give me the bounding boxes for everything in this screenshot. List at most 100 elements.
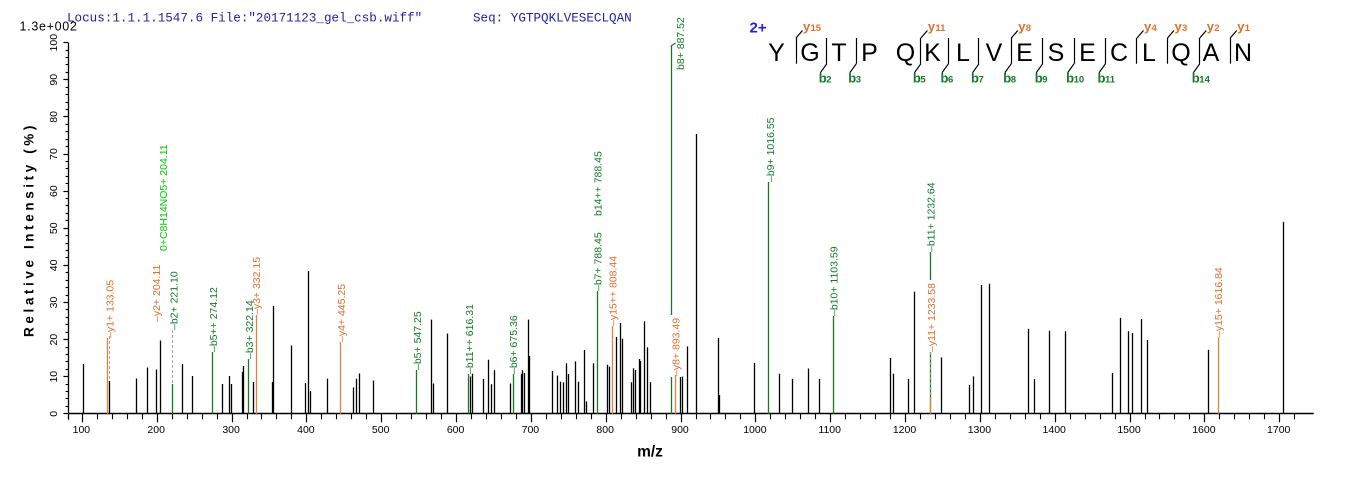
- svg-text:G: G: [800, 39, 819, 67]
- svg-text:E: E: [1079, 39, 1096, 67]
- svg-text:S: S: [1048, 39, 1065, 67]
- svg-text:C: C: [1110, 39, 1128, 67]
- svg-text:b: b: [1003, 71, 1011, 86]
- svg-text:–y15++ 808.44: –y15++ 808.44: [608, 256, 620, 326]
- svg-text:0: 0: [48, 411, 60, 417]
- svg-text:–y11+ 1233.58: –y11+ 1233.58: [926, 283, 938, 352]
- svg-text:–b5++ 274.12: –b5++ 274.12: [208, 287, 220, 352]
- svg-text:Q: Q: [896, 39, 915, 67]
- svg-text:b: b: [971, 71, 979, 86]
- svg-text:–b3+ 322.14: –b3+ 322.14: [244, 300, 256, 359]
- svg-text:1100: 1100: [818, 424, 841, 436]
- svg-text:100: 100: [48, 34, 60, 52]
- svg-text:1300: 1300: [968, 424, 992, 436]
- svg-text:–y15+ 1616.84: –y15+ 1616.84: [1213, 267, 1225, 337]
- svg-text:–y4+ 445.25: –y4+ 445.25: [336, 284, 348, 342]
- svg-text:b8+ 887.52: b8+ 887.52: [675, 17, 687, 70]
- svg-text:2: 2: [1214, 23, 1219, 34]
- svg-text:10: 10: [1074, 75, 1085, 86]
- svg-text:–b5+ 547.25: –b5+ 547.25: [412, 311, 424, 370]
- svg-text:1600: 1600: [1192, 424, 1216, 436]
- svg-text:0+C8H14NO5+ 204.11: 0+C8H14NO5+ 204.11: [158, 144, 170, 251]
- svg-text:100: 100: [73, 424, 91, 436]
- svg-text:L: L: [1142, 39, 1156, 67]
- svg-text:2+: 2+: [750, 19, 767, 36]
- svg-text:–y8+ 893.49: –y8+ 893.49: [671, 318, 683, 376]
- svg-text:b: b: [913, 71, 921, 86]
- svg-text:K: K: [924, 39, 941, 67]
- svg-text:80: 80: [48, 111, 60, 123]
- svg-text:9: 9: [1042, 75, 1047, 86]
- svg-text:300: 300: [222, 424, 240, 436]
- svg-text:600: 600: [447, 424, 465, 436]
- svg-text:–y2+ 204.11: –y2+ 204.11: [151, 265, 163, 322]
- svg-text:20: 20: [48, 334, 60, 346]
- svg-text:–b2+ 221.10: –b2+ 221.10: [169, 271, 181, 330]
- svg-text:1500: 1500: [1117, 424, 1141, 436]
- svg-text:11: 11: [1105, 75, 1116, 86]
- svg-text:N: N: [1234, 39, 1252, 67]
- svg-text:90: 90: [48, 74, 60, 86]
- svg-text:7: 7: [979, 75, 984, 86]
- svg-text:P: P: [861, 39, 878, 67]
- svg-text:1700: 1700: [1267, 424, 1291, 436]
- svg-text:800: 800: [596, 424, 614, 436]
- svg-text:40: 40: [48, 259, 60, 271]
- svg-text:Q: Q: [1171, 39, 1190, 67]
- svg-text:–b11+ 1232.64: –b11+ 1232.64: [925, 182, 937, 252]
- svg-text:14: 14: [1199, 75, 1210, 86]
- svg-text:10: 10: [48, 371, 60, 383]
- svg-text:b: b: [1192, 71, 1200, 86]
- svg-text:b14++ 788.45: b14++ 788.45: [592, 151, 604, 216]
- svg-text:b: b: [1035, 71, 1043, 86]
- svg-text:–b11++ 616.31: –b11++ 616.31: [464, 304, 476, 374]
- svg-text:8: 8: [1026, 23, 1031, 34]
- svg-text:Y: Y: [768, 39, 785, 67]
- svg-text:3: 3: [856, 75, 861, 86]
- svg-text:b: b: [1098, 71, 1106, 86]
- svg-text:11: 11: [935, 23, 946, 34]
- svg-text:y: y: [1237, 19, 1245, 34]
- svg-text:y: y: [1207, 19, 1215, 34]
- svg-text:4: 4: [1152, 23, 1158, 34]
- svg-text:30: 30: [48, 297, 60, 309]
- svg-text:m/z: m/z: [637, 444, 663, 461]
- svg-text:6: 6: [948, 75, 953, 86]
- svg-text:T: T: [831, 39, 846, 67]
- svg-text:1200: 1200: [893, 424, 917, 436]
- svg-text:900: 900: [671, 424, 689, 436]
- svg-text:60: 60: [48, 185, 60, 197]
- svg-text:E: E: [1016, 39, 1033, 67]
- svg-text:b: b: [941, 71, 949, 86]
- svg-text:200: 200: [147, 424, 165, 436]
- svg-text:y: y: [1144, 19, 1152, 34]
- svg-text:1.3e+002: 1.3e+002: [20, 20, 78, 34]
- svg-text:–b9+ 1016.55: –b9+ 1016.55: [765, 117, 777, 182]
- svg-text:–b6+ 675.36: –b6+ 675.36: [508, 315, 520, 374]
- svg-text:70: 70: [48, 148, 60, 160]
- svg-text:y: y: [1018, 19, 1026, 34]
- svg-text:1000: 1000: [743, 424, 767, 436]
- svg-text:–y3+ 332.15: –y3+ 332.15: [251, 257, 263, 315]
- svg-text:A: A: [1203, 39, 1220, 67]
- svg-text:1: 1: [1245, 23, 1251, 34]
- svg-text:y: y: [803, 19, 811, 34]
- svg-text:–b10+ 1103.59: –b10+ 1103.59: [828, 246, 840, 316]
- svg-text:3: 3: [1182, 23, 1187, 34]
- svg-text:1400: 1400: [1043, 424, 1067, 436]
- svg-text:–y1+ 133.05: –y1+ 133.05: [105, 280, 117, 338]
- svg-text:Seq: YGTPQKLVESECLQAN: Seq: YGTPQKLVESECLQAN: [473, 12, 632, 26]
- svg-text:b: b: [1066, 71, 1074, 86]
- svg-text:8: 8: [1011, 75, 1016, 86]
- svg-text:b: b: [819, 71, 827, 86]
- svg-text:50: 50: [48, 222, 60, 234]
- svg-text:700: 700: [522, 424, 540, 436]
- svg-text:–b7+ 788.45: –b7+ 788.45: [593, 232, 605, 291]
- svg-text:500: 500: [372, 424, 390, 436]
- svg-text:15: 15: [811, 23, 822, 34]
- svg-text:V: V: [986, 39, 1003, 67]
- svg-text:L: L: [956, 39, 970, 67]
- svg-text:b: b: [848, 71, 856, 86]
- svg-text:2: 2: [826, 75, 831, 86]
- svg-text:y: y: [1175, 19, 1183, 34]
